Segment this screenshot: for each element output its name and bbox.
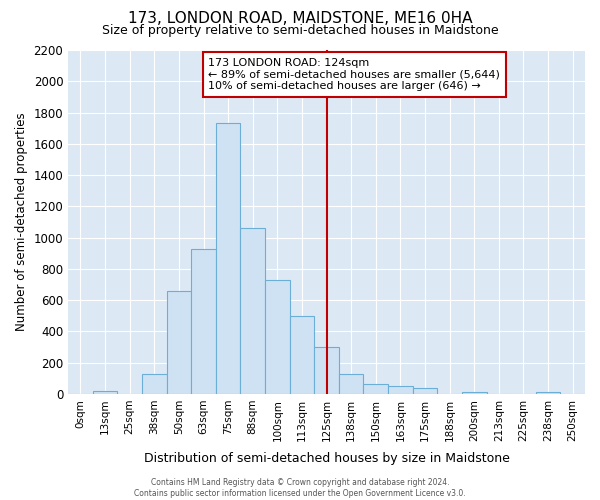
Bar [462,392,487,394]
Bar [142,374,167,394]
Bar [265,280,290,394]
Bar [339,374,364,394]
Text: 173, LONDON ROAD, MAIDSTONE, ME16 0HA: 173, LONDON ROAD, MAIDSTONE, ME16 0HA [128,11,472,26]
Bar [216,124,241,394]
Text: 173 LONDON ROAD: 124sqm
← 89% of semi-detached houses are smaller (5,644)
10% of: 173 LONDON ROAD: 124sqm ← 89% of semi-de… [208,58,500,91]
Bar [536,392,560,394]
Text: Contains HM Land Registry data © Crown copyright and database right 2024.
Contai: Contains HM Land Registry data © Crown c… [134,478,466,498]
Bar [413,388,437,394]
X-axis label: Distribution of semi-detached houses by size in Maidstone: Distribution of semi-detached houses by … [143,452,509,465]
Bar [241,228,265,394]
Bar [290,316,314,394]
Bar [364,384,388,394]
Text: Size of property relative to semi-detached houses in Maidstone: Size of property relative to semi-detach… [101,24,499,37]
Bar [314,347,339,394]
Bar [388,386,413,394]
Bar [93,391,118,394]
Bar [191,248,216,394]
Bar [167,290,191,394]
Y-axis label: Number of semi-detached properties: Number of semi-detached properties [15,112,28,332]
